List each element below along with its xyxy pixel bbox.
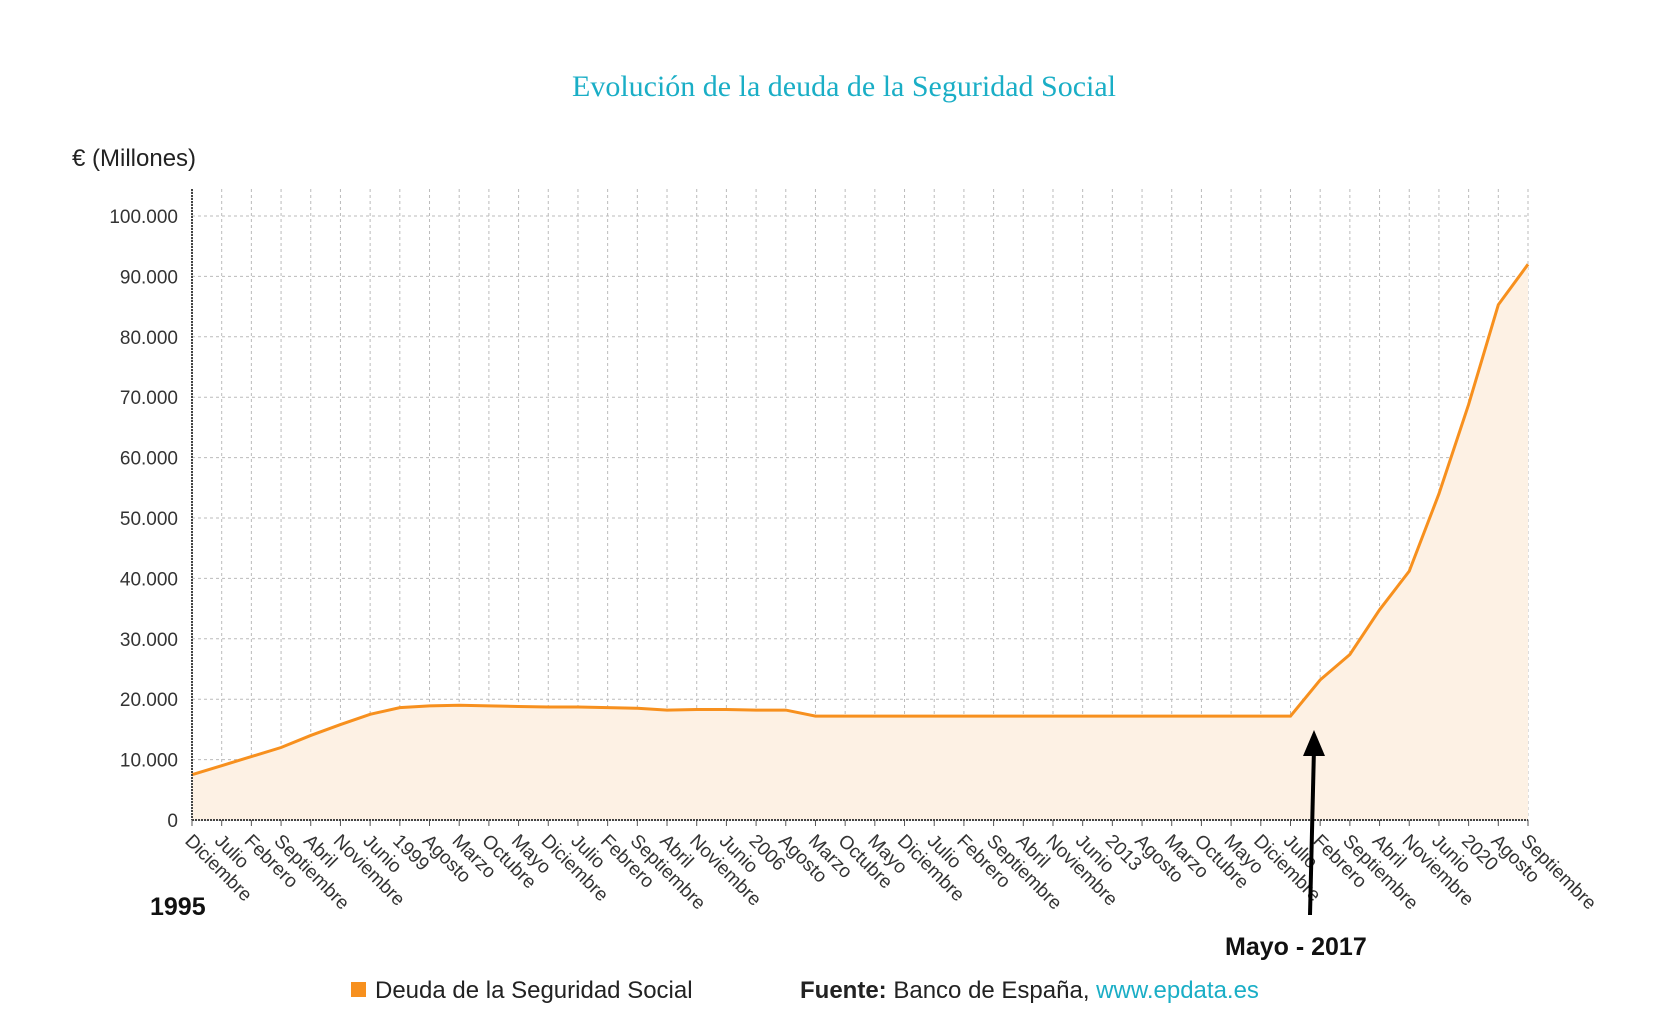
annotation: Mayo - 2017 [1225,933,1367,961]
y-tick-label: 90.000 [120,267,178,288]
source-url[interactable]: www.epdata.es [1095,977,1259,1004]
y-tick-label: 100.000 [109,207,178,228]
y-tick-label: 50.000 [120,509,178,530]
y-tick-label: 40.000 [120,569,178,590]
chart-title: Evolución de la deuda de la Seguridad So… [572,70,1116,103]
area-fill [192,264,1528,820]
y-tick-label: 60.000 [120,449,178,470]
legend-swatch [351,982,366,997]
y-tick-label: 20.000 [120,690,178,711]
plot: 0 10.000 20.000 30.000 40.000 50.000 60.000 70.… [109,189,1600,914]
y-tick-label: 30.000 [120,630,178,651]
annotation-arrow [1308,747,1316,916]
y-tick-label: 0 [167,811,178,832]
source: Fuente: Banco de España, www.epdata.es [800,977,1259,1004]
y-axis-label: € (Millones) [72,145,196,172]
annotation: 1995 [150,893,206,921]
source-text: Banco de España, [893,977,1089,1004]
y-tick-label: 80.000 [120,328,178,349]
y-tick-label: 10.000 [120,751,178,772]
legend-label: Deuda de la Seguridad Social [375,977,693,1004]
line [191,263,1530,777]
source-label: Fuente: [800,977,887,1004]
arrow-head [1303,730,1325,756]
y-tick-label: 70.000 [120,388,178,409]
